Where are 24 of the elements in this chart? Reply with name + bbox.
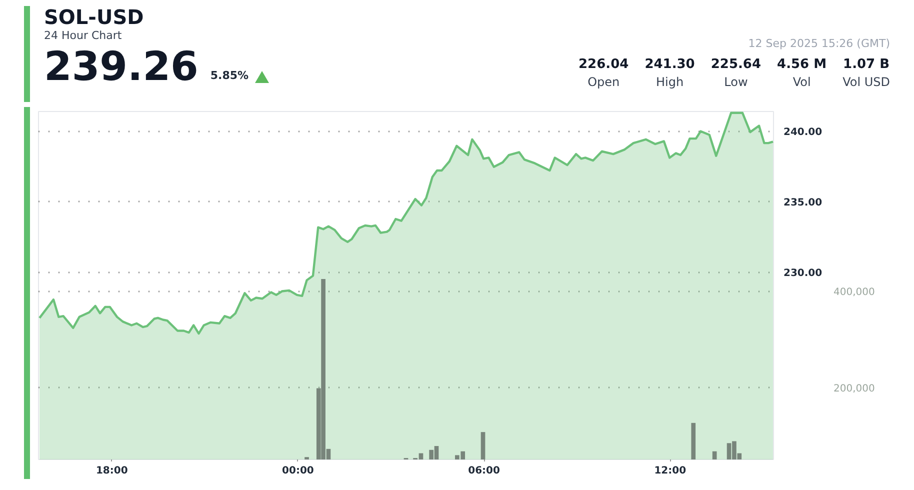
text: 226.04 — [578, 56, 629, 74]
text: 239.26 — [44, 44, 198, 90]
text: 4.56 M — [777, 56, 827, 74]
chart-subtitle: 24 Hour Chart — [44, 28, 123, 44]
x-tick-label: 00:00 — [282, 466, 314, 476]
text: Low — [723, 74, 749, 92]
text: 5.85% — [210, 68, 249, 84]
text: 12 Sep 2025 15:26 (GMT) — [747, 36, 890, 52]
y-tick-label: 235.00 — [784, 198, 822, 209]
y-tick-label: 230.00 — [784, 268, 822, 280]
text: Vol — [792, 74, 812, 92]
text: High — [654, 74, 685, 92]
text: 1.07 B — [842, 56, 890, 74]
x-tick-label: 18:00 — [96, 466, 128, 476]
text: 241.30 — [644, 56, 695, 74]
x-tick-label: 12:00 — [654, 466, 686, 476]
text: Open — [586, 74, 621, 92]
y2-tick-label: 400,000 — [834, 287, 875, 298]
chart-title: SOL-USD — [44, 5, 145, 29]
x-tick-label: 06:00 — [468, 466, 500, 476]
text: 225.64 — [710, 56, 762, 74]
y-tick-label: 240.00 — [784, 127, 822, 138]
text: Vol USD — [842, 74, 890, 92]
y2-tick-label: 200,000 — [834, 383, 875, 394]
